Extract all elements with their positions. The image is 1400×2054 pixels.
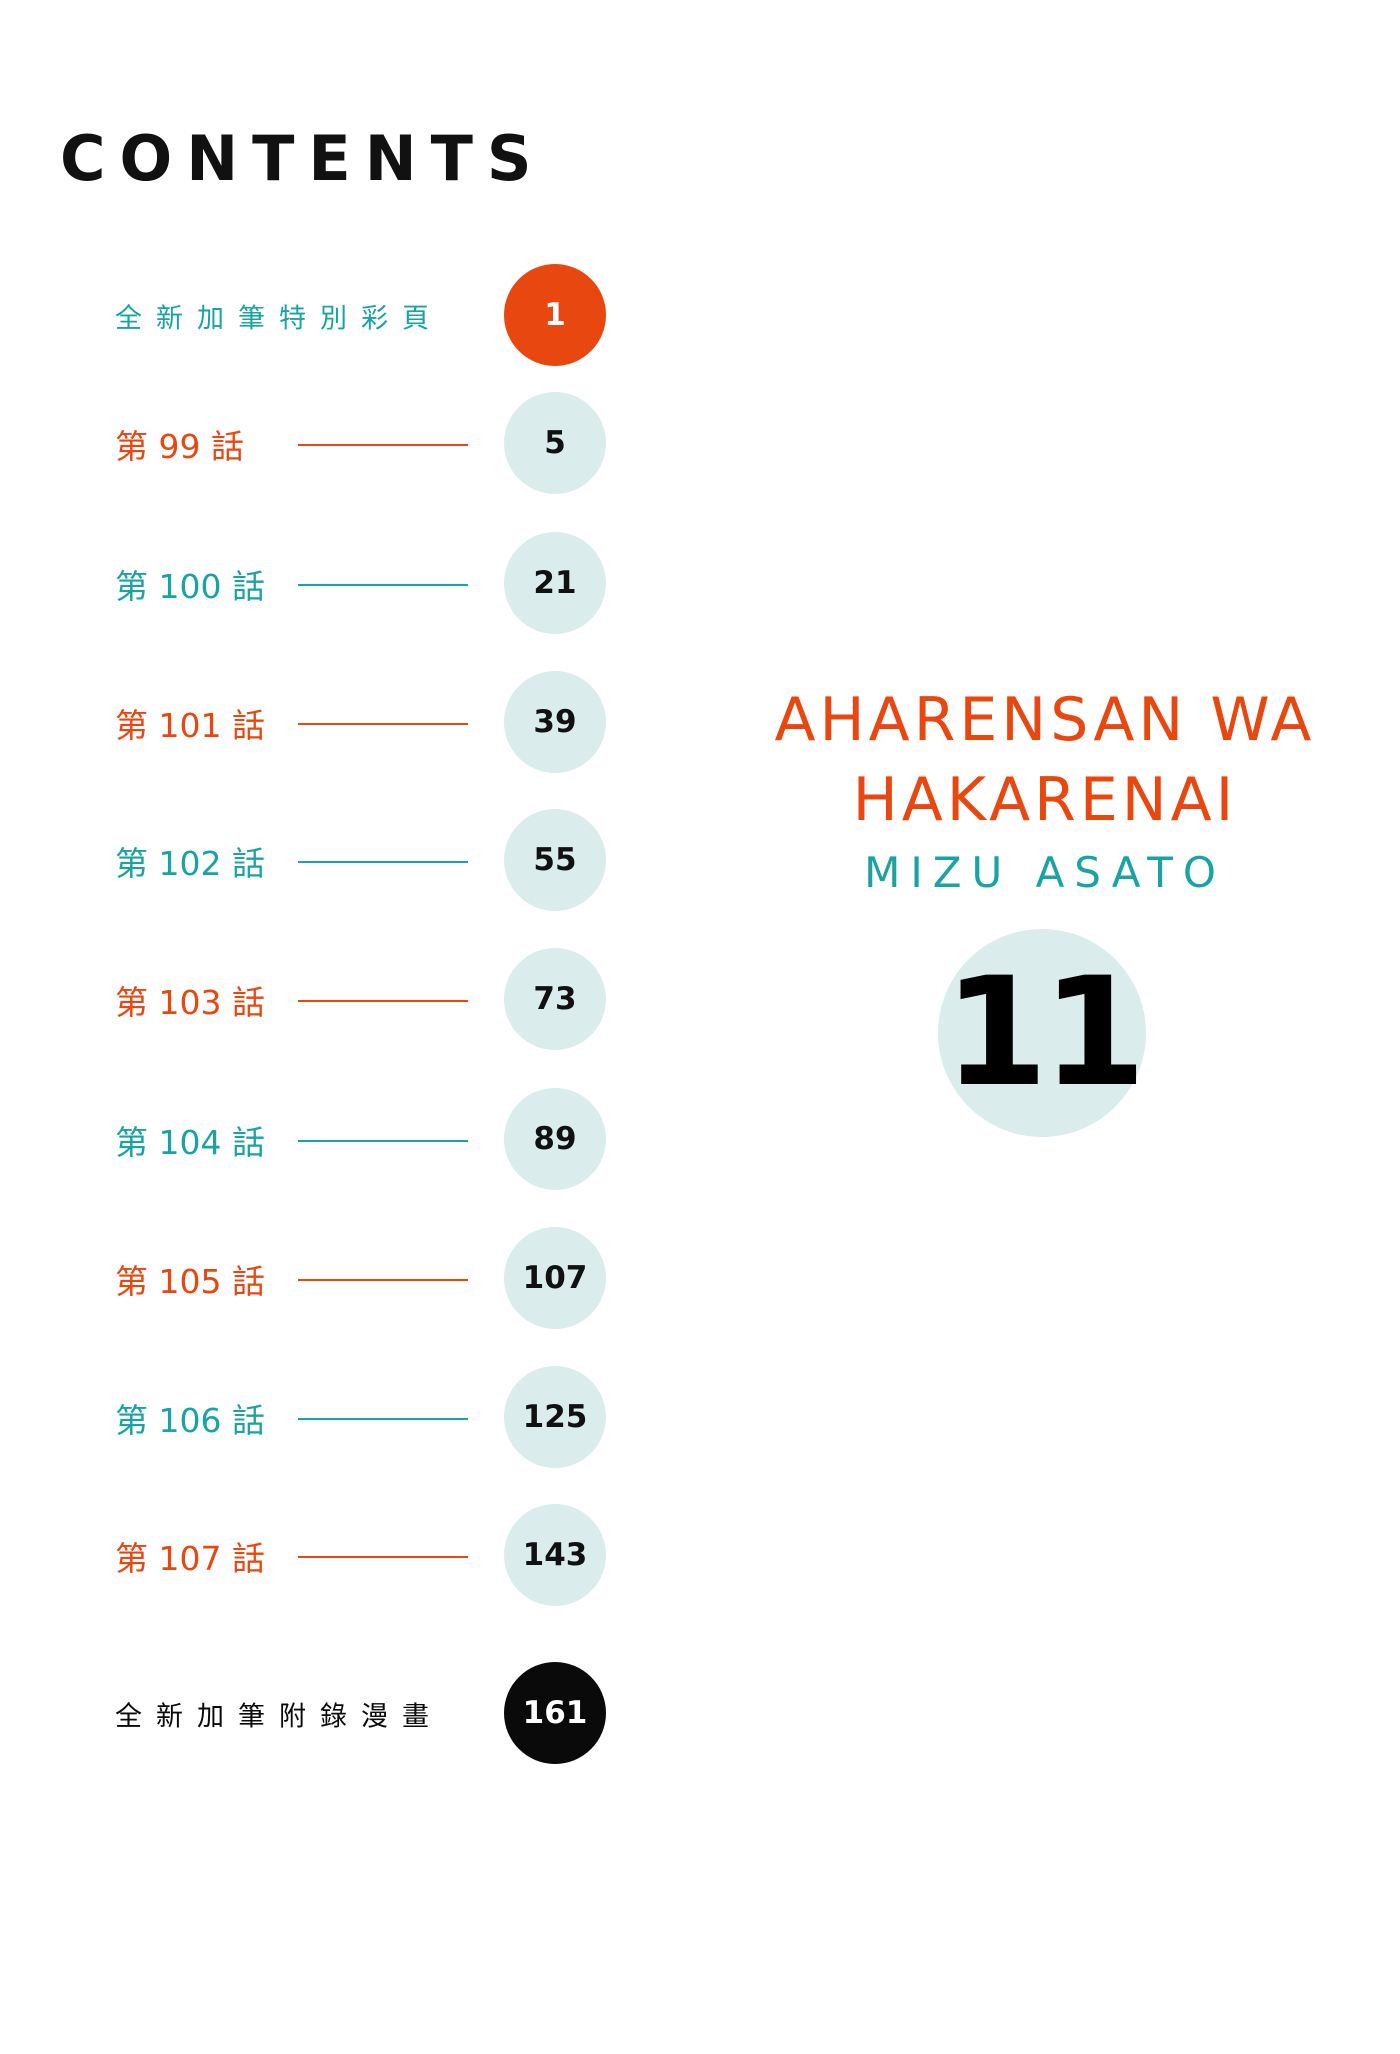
toc-entry[interactable]: 全新加筆附錄漫畫 161	[0, 1662, 700, 1766]
book-title-line-2: HAKARENAI	[852, 765, 1238, 835]
toc-entry[interactable]: 第 102 話 55	[0, 809, 700, 913]
leader-line	[298, 444, 468, 446]
page-number-badge: 39	[504, 671, 606, 773]
leader-line	[298, 1000, 468, 1002]
toc-entry[interactable]: 第 104 話 89	[0, 1088, 700, 1192]
page-number-badge: 55	[504, 809, 606, 911]
toc-entry-label: 第 102 話	[115, 844, 265, 883]
contents-heading: CONTENTS	[60, 122, 546, 195]
toc-entry[interactable]: 第 103 話 73	[0, 948, 700, 1052]
page-number-badge: 125	[504, 1366, 606, 1468]
toc-entry-label: 第 100 話	[115, 567, 265, 606]
toc-entry-label: 第 99 話	[115, 427, 244, 466]
leader-line	[298, 861, 468, 863]
author-name: MIZU ASATO	[864, 848, 1226, 897]
leader-line	[298, 1556, 468, 1558]
toc-entry-label: 第 103 話	[115, 983, 265, 1022]
toc-entry[interactable]: 第 99 話 5	[0, 392, 700, 496]
leader-line	[298, 584, 468, 586]
leader-line	[298, 723, 468, 725]
page-number-badge: 73	[504, 948, 606, 1050]
book-title-line-1: AHARENSAN WA	[774, 685, 1316, 755]
toc-entry-label: 第 106 話	[115, 1401, 265, 1440]
toc-entry-label: 第 107 話	[115, 1539, 265, 1578]
volume-number-badge: 11	[938, 929, 1146, 1137]
leader-line	[298, 1140, 468, 1142]
leader-line	[298, 1279, 468, 1281]
page-number-badge: 143	[504, 1504, 606, 1606]
toc-entry[interactable]: 第 101 話 39	[0, 671, 700, 775]
toc-entry[interactable]: 第 100 話 21	[0, 532, 700, 636]
page-number-badge: 21	[504, 532, 606, 634]
toc-entry-label: 全新加筆附錄漫畫	[115, 1701, 443, 1733]
page-number-badge: 89	[504, 1088, 606, 1190]
leader-line	[298, 1418, 468, 1420]
toc-entry[interactable]: 全新加筆特別彩頁 1	[0, 264, 700, 368]
page-number-badge: 1	[504, 264, 606, 366]
toc-entry-label: 第 104 話	[115, 1123, 265, 1162]
page-number-badge: 107	[504, 1227, 606, 1329]
toc-entry-label: 第 105 話	[115, 1262, 265, 1301]
toc-entry[interactable]: 第 106 話 125	[0, 1366, 700, 1470]
page-number-badge: 5	[504, 392, 606, 494]
toc-entry-label: 全新加筆特別彩頁	[115, 303, 443, 335]
toc-entry-label: 第 101 話	[115, 706, 265, 745]
page-number-badge: 161	[504, 1662, 606, 1764]
toc-entry[interactable]: 第 105 話 107	[0, 1227, 700, 1331]
toc-entry[interactable]: 第 107 話 143	[0, 1504, 700, 1608]
